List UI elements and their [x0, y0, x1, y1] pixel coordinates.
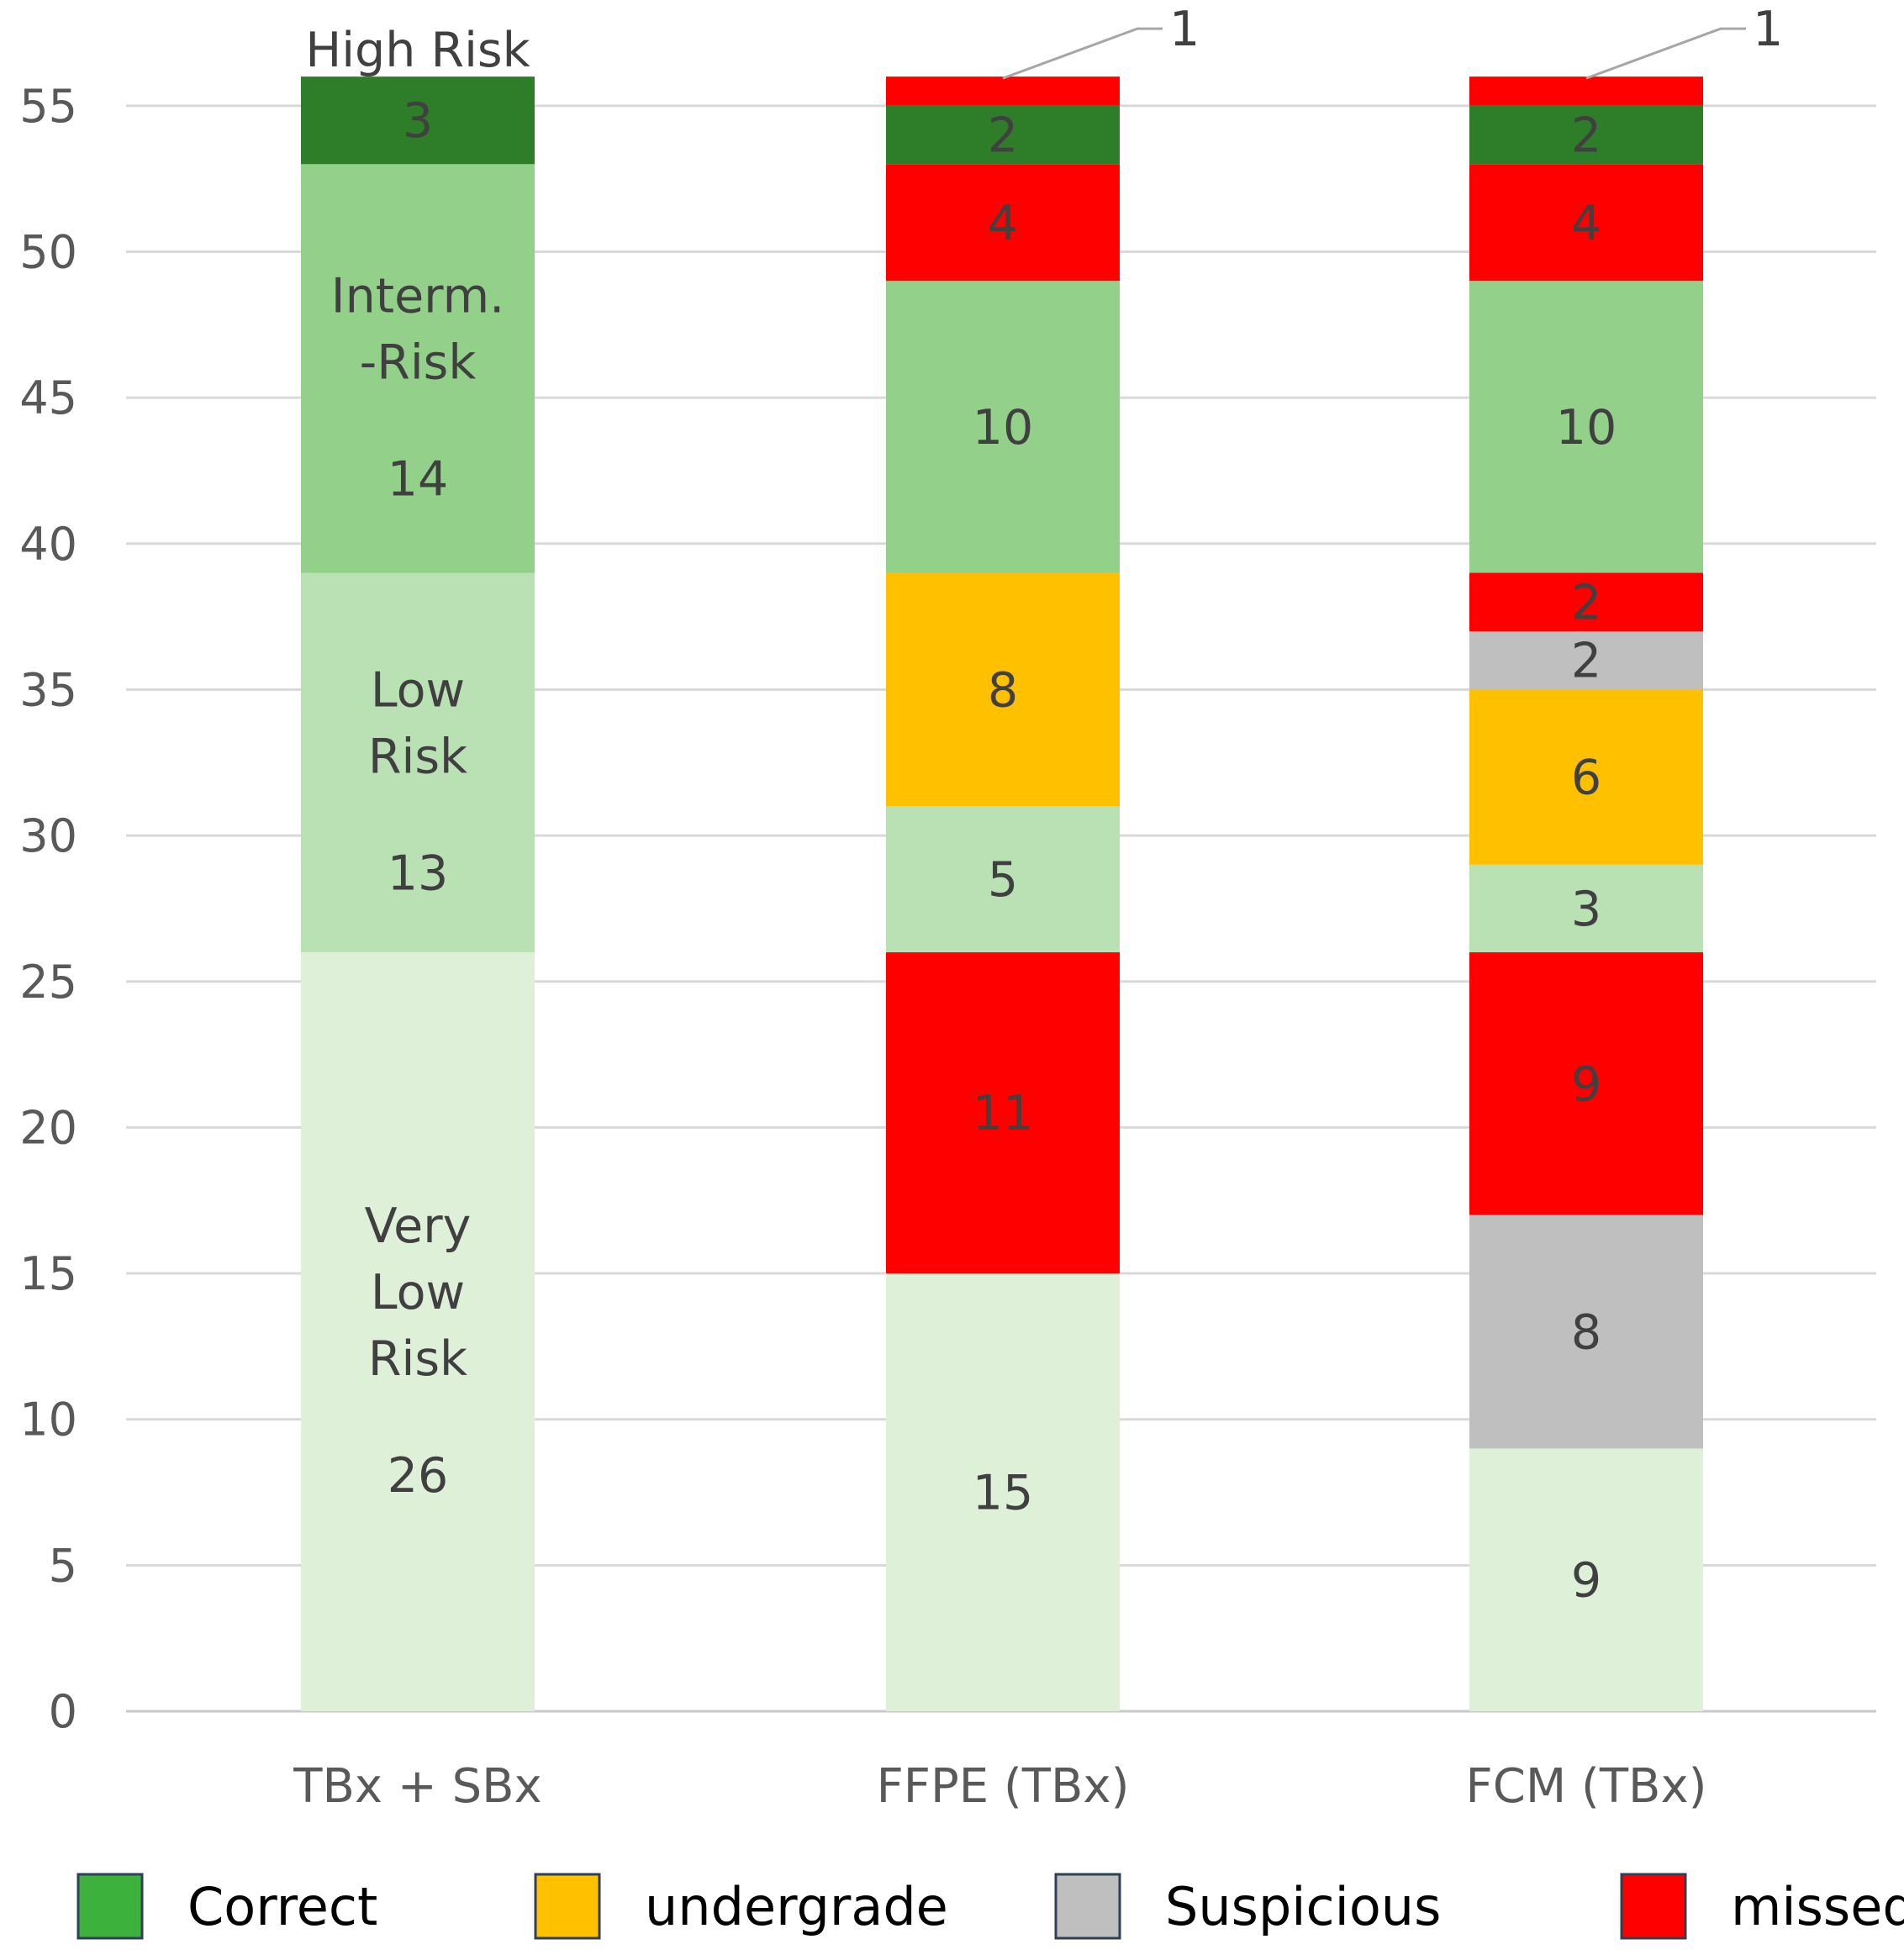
- bar-segment: [1469, 1215, 1703, 1449]
- y-tick-label: 30: [19, 809, 77, 862]
- data-label: 5: [988, 852, 1018, 908]
- legend-swatch: [76, 1873, 144, 1940]
- legend-label: missed: [1731, 1876, 1904, 1937]
- legend-swatch: [534, 1873, 601, 1940]
- y-tick-label: 10: [19, 1394, 77, 1446]
- bar-segment: [886, 1273, 1120, 1711]
- data-label: 2: [1571, 108, 1601, 164]
- bar-segment: [1469, 864, 1703, 953]
- segment-annotation: Low: [371, 662, 465, 718]
- legend-label: Suspicious: [1165, 1876, 1441, 1937]
- bar-segment: [886, 105, 1120, 165]
- x-category-label: TBx + SBx: [293, 1759, 541, 1814]
- data-label: 6: [1571, 751, 1601, 806]
- segment-annotation: Low: [371, 1265, 465, 1320]
- bar-segment: [301, 164, 535, 573]
- data-label: 2: [988, 108, 1018, 164]
- data-label: 3: [403, 93, 433, 149]
- legend-label: undergrade: [645, 1876, 948, 1937]
- bars: VeryLowRisk26LowRisk13Interm.-Risk143Hig…: [301, 2, 1783, 1711]
- bar-segment: [1469, 952, 1703, 1215]
- legend-label: Correct: [187, 1876, 377, 1937]
- legend-swatch: [1054, 1873, 1121, 1940]
- bar-segment: [1469, 630, 1703, 690]
- bar-segment: [886, 164, 1120, 282]
- bar-segment: [1469, 76, 1703, 106]
- y-tick-label: 55: [19, 80, 77, 133]
- segment-annotation: -Risk: [360, 335, 477, 390]
- data-label: 9: [1571, 1057, 1601, 1112]
- legend-swatch: [1620, 1873, 1687, 1940]
- segment-annotation: Interm.: [331, 268, 504, 324]
- x-category-label: FCM (TBx): [1466, 1759, 1707, 1814]
- segment-annotation: High Risk: [305, 23, 530, 78]
- bar-segment: [1469, 105, 1703, 165]
- data-label: 14: [388, 451, 449, 507]
- y-tick-label: 50: [19, 226, 77, 279]
- data-label: 4: [1571, 196, 1601, 251]
- y-tick-label: 20: [19, 1101, 77, 1154]
- y-axis: 0 5 10 15 20 25 30 35 40 45 50 55: [19, 80, 77, 1738]
- x-axis: TBx + SBx FFPE (TBx) FCM (TBx): [293, 1759, 1706, 1814]
- bar-segment: [301, 76, 535, 165]
- bar-segment: [301, 572, 535, 953]
- bar-segment: [886, 806, 1120, 953]
- bar-segment: [886, 281, 1120, 573]
- bar-segment: [886, 952, 1120, 1274]
- y-tick-label: 35: [19, 663, 77, 716]
- data-label: 26: [388, 1448, 449, 1504]
- bar-segment: [1469, 689, 1703, 865]
- data-label: 10: [1556, 400, 1617, 456]
- data-label: 2: [1571, 634, 1601, 689]
- y-tick-label: 0: [49, 1685, 77, 1738]
- y-tick-label: 5: [49, 1539, 77, 1592]
- y-tick-label: 15: [19, 1247, 77, 1300]
- data-label: 8: [1571, 1305, 1601, 1361]
- data-label: 9: [1571, 1553, 1601, 1609]
- bar-segment: [886, 572, 1120, 807]
- bar-segment: [1469, 572, 1703, 631]
- data-label: 10: [973, 400, 1034, 456]
- legend: Correct undergrade Suspicious missed: [76, 1873, 1904, 1940]
- y-tick-label: 45: [19, 372, 77, 424]
- callout-leader-line: [1002, 27, 1163, 80]
- x-category-label: FFPE (TBx): [877, 1759, 1130, 1814]
- y-tick-label: 40: [19, 518, 77, 571]
- bar-segment: [1469, 164, 1703, 282]
- data-label: 13: [388, 846, 449, 901]
- data-label: 8: [988, 662, 1018, 718]
- bar-segment: [301, 952, 535, 1711]
- bar-segment: [1469, 281, 1703, 573]
- callout-leader-line: [1585, 27, 1746, 80]
- data-label: 15: [973, 1466, 1034, 1521]
- segment-annotation: Risk: [368, 729, 467, 784]
- segment-annotation: Very: [365, 1199, 472, 1254]
- data-label: 1: [1169, 2, 1200, 57]
- data-label: 11: [973, 1086, 1034, 1141]
- data-label: 3: [1571, 882, 1601, 937]
- bar-segment: [1469, 1448, 1703, 1711]
- y-tick-label: 25: [19, 956, 77, 1009]
- segment-annotation: Risk: [368, 1331, 467, 1387]
- data-label: 2: [1571, 575, 1601, 630]
- data-label: 1: [1753, 2, 1783, 57]
- bar-segment: [886, 76, 1120, 106]
- data-label: 4: [988, 196, 1018, 251]
